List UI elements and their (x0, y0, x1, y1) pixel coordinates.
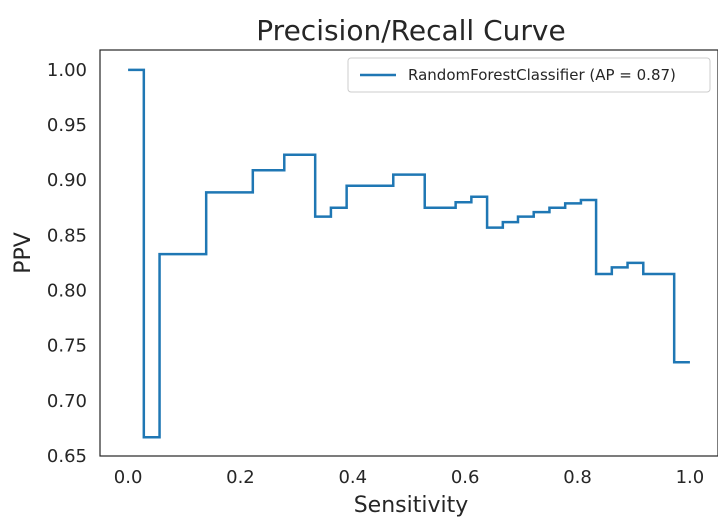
y-tick-labels: 0.65 0.70 0.75 0.80 0.85 0.90 0.95 1.00 (47, 60, 87, 467)
x-tick-label: 0.2 (226, 467, 255, 488)
x-tick-label: 0.4 (338, 467, 367, 488)
x-tick-label: 0.6 (451, 467, 480, 488)
y-tick-label: 0.70 (47, 391, 87, 412)
chart-title: Precision/Recall Curve (256, 14, 565, 47)
series-group (128, 68, 690, 439)
plot-frame (99, 49, 718, 457)
y-tick-label: 0.85 (47, 225, 87, 246)
x-tick-label: 0.8 (563, 467, 592, 488)
y-tick-label: 1.00 (47, 60, 87, 81)
x-tick-label: 0.0 (114, 467, 143, 488)
y-tick-label: 0.80 (47, 281, 87, 302)
legend-box (347, 57, 711, 93)
legend-label: RandomForestClassifier (AP = 0.87) (408, 66, 676, 84)
x-tick-labels: 0.0 0.2 0.4 0.6 0.8 1.0 (114, 467, 704, 488)
y-tick-label: 0.95 (47, 115, 87, 136)
x-axis-label: Sensitivity (354, 493, 469, 518)
y-tick-label: 0.75 (47, 336, 87, 357)
legend: RandomForestClassifier (AP = 0.87) (347, 57, 711, 93)
y-tick-label: 0.90 (47, 170, 87, 191)
y-tick-label: 0.65 (47, 446, 87, 467)
series-line (128, 68, 690, 439)
y-axis-label: PPV (11, 232, 36, 274)
x-tick-label: 1.0 (676, 467, 705, 488)
